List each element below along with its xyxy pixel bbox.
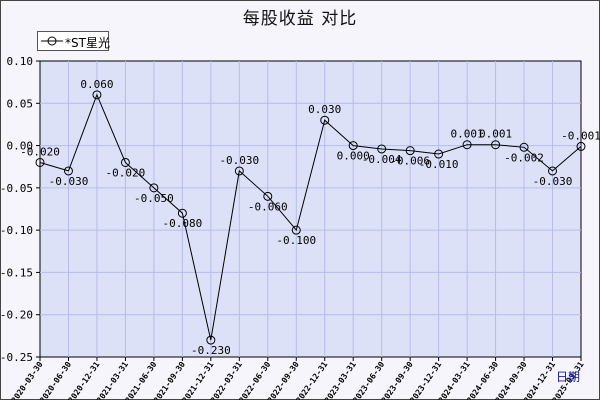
data-label: -0.060 [248,200,288,213]
data-label: 0.001 [451,128,484,141]
data-point [491,140,501,150]
data-point [63,166,73,176]
data-label: -0.100 [276,234,316,247]
legend: *ST星光 [37,31,110,51]
data-point [206,335,216,345]
data-label: -0.030 [219,154,259,167]
data-point [462,140,472,150]
data-point [291,225,301,235]
data-label: -0.002 [504,151,544,164]
data-point [92,90,102,100]
data-point [320,115,330,125]
data-label: -0.020 [20,145,60,158]
data-label: -0.050 [134,192,174,205]
y-tick-label: -0.05 [0,182,33,195]
legend-label: *ST星光 [65,36,110,50]
data-point [120,157,130,167]
data-point [263,191,273,201]
data-label: -0.001 [561,129,600,142]
data-point [234,166,244,176]
data-label: 0.030 [308,103,341,116]
data-point [519,142,529,152]
data-label: 0.000 [337,150,370,163]
data-point [177,208,187,218]
data-label: -0.030 [49,175,89,188]
data-label: -0.230 [191,344,231,357]
data-label: 0.001 [479,128,512,141]
x-tick-label: 2020-03-30 [10,360,45,400]
data-point [348,141,358,151]
plot-area [39,60,582,358]
data-point [434,149,444,159]
y-tick-label: -0.10 [0,224,33,237]
data-label: -0.010 [419,158,459,171]
chart-title: 每股收益 对比 [242,9,358,29]
data-point [35,157,45,167]
data-label: -0.080 [162,217,202,230]
y-tick-label: 0.10 [7,55,34,68]
data-label: -0.030 [533,175,573,188]
data-point [405,146,415,156]
data-label: 0.060 [80,78,113,91]
series-line [39,93,582,341]
y-tick-label: -0.20 [0,309,33,322]
data-label: -0.004 [362,153,402,166]
data-label: -0.006 [390,155,430,168]
y-tick-label: -0.25 [0,351,33,364]
y-tick-label: -0.15 [0,266,33,279]
data-point [377,144,387,154]
y-tick-label: 0.05 [7,97,34,110]
data-point [548,166,558,176]
data-label: -0.020 [106,166,146,179]
data-point [576,141,586,151]
legend-line-marker-icon [41,36,63,46]
x-axis-label: 日期 [556,370,581,384]
data-point [149,183,159,193]
y-tick-label: 0.00 [7,140,34,153]
